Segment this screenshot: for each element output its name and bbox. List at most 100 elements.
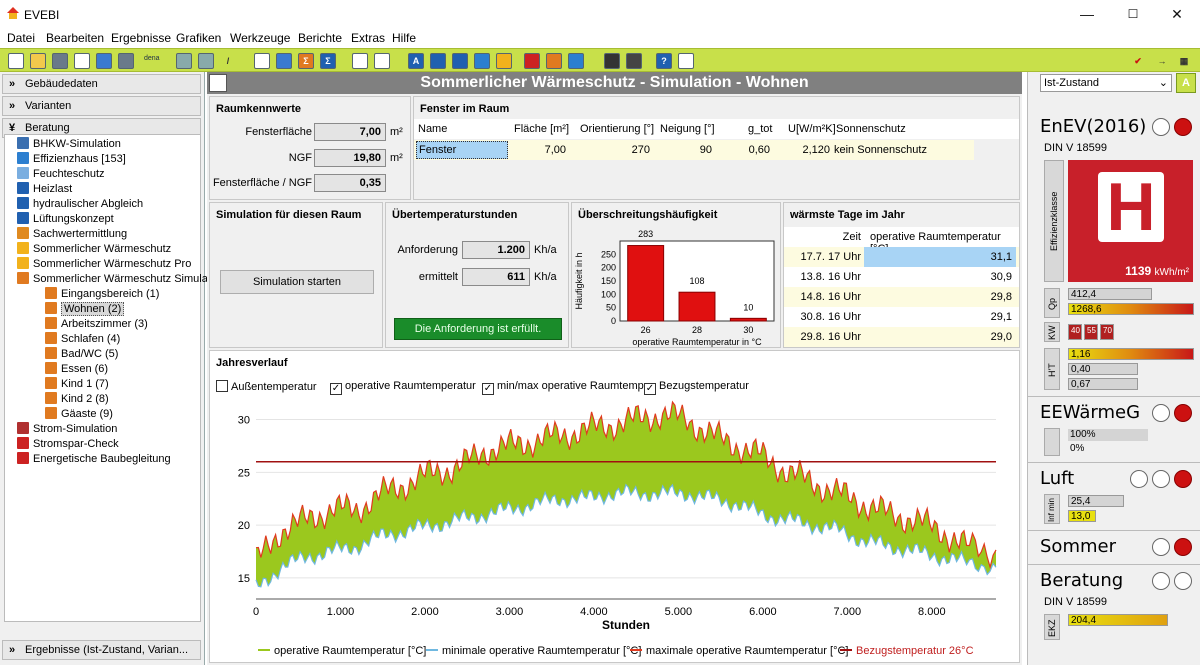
menu-datei[interactable]: Datei xyxy=(7,31,36,45)
toolbar: dena / Σ Σ A ? ✔ → ▦ xyxy=(0,48,1200,72)
exit-icon[interactable]: → xyxy=(1154,53,1170,69)
tree-item[interactable]: Wohnen (2) xyxy=(45,302,125,317)
tree-item[interactable]: Energetische Baubegleitung xyxy=(17,452,171,467)
tree-item[interactable]: Lüftungskonzept xyxy=(17,212,114,227)
menu-extras[interactable]: Extras xyxy=(351,31,386,45)
tree-item[interactable]: Eingangsbereich (1) xyxy=(45,287,159,302)
info-icon[interactable] xyxy=(678,53,694,69)
check-aussentemperatur[interactable]: Außentemperatur xyxy=(216,380,317,393)
tree-item-label: Strom-Simulation xyxy=(33,423,118,435)
report-b-icon[interactable] xyxy=(430,53,446,69)
panel-title: Fenster im Raum xyxy=(420,103,510,115)
tree-item[interactable]: Kind 2 (8) xyxy=(45,392,109,407)
zustand-dropdown[interactable]: Ist-Zustand ⌄ xyxy=(1040,74,1172,92)
tree-item[interactable]: Sommerlicher Wärmeschutz Simulat xyxy=(17,272,211,287)
tree-item[interactable]: Kind 1 (7) xyxy=(45,377,109,392)
house-icon[interactable] xyxy=(546,53,562,69)
tree-item[interactable]: Sachwertermittlung xyxy=(17,227,127,242)
tree-item[interactable]: Bad/WC (5) xyxy=(45,347,118,362)
close-button[interactable]: ✕ xyxy=(1171,5,1183,22)
list-icon[interactable] xyxy=(374,53,390,69)
open-folder-icon[interactable] xyxy=(30,53,46,69)
redo-icon[interactable] xyxy=(198,53,214,69)
kw-badge-70: 70 xyxy=(1100,324,1114,340)
menu-bearbeiten[interactable]: Bearbeiten xyxy=(46,31,105,45)
luft-value-1: 25,4 xyxy=(1068,495,1124,507)
check-bezug[interactable]: ✓ Bezugstemperatur xyxy=(644,380,749,395)
fenster-row[interactable]: Fenster 7,00 270 90 0,60 2,120 kein Sonn… xyxy=(414,140,974,160)
section-ergebnisse[interactable]: » Ergebnisse (Ist-Zustand, Varian... xyxy=(2,640,201,660)
tree-item[interactable]: Arbeitszimmer (3) xyxy=(45,317,148,332)
tree-item[interactable]: Stromspar-Check xyxy=(17,437,119,452)
table-row[interactable]: 13.8. 16 Uhr 30,9 xyxy=(784,267,1019,287)
print-icon[interactable] xyxy=(604,53,620,69)
fenster-name-cell[interactable]: Fenster xyxy=(416,141,508,159)
checkbox-checked-icon[interactable]: ✓ xyxy=(644,383,656,395)
tree-item[interactable]: Sommerlicher Wärmeschutz xyxy=(17,242,171,257)
section-gebaeudedaten[interactable]: » Gebäudedaten xyxy=(2,74,201,94)
print-preview-icon[interactable] xyxy=(626,53,642,69)
section-varianten[interactable]: » Varianten xyxy=(2,96,201,116)
simulation-start-button[interactable]: Simulation starten xyxy=(220,270,374,294)
check-icon[interactable]: ✔ xyxy=(1130,53,1146,69)
help-icon[interactable]: ? xyxy=(656,53,672,69)
copy-icon[interactable] xyxy=(74,53,90,69)
report-a-icon[interactable]: A xyxy=(408,53,424,69)
tree-item-icon xyxy=(45,317,57,329)
kw-label-box: KW xyxy=(1044,322,1060,342)
tree-item[interactable]: BHKW-Simulation xyxy=(17,137,121,152)
grid-icon[interactable]: ▦ xyxy=(1176,53,1192,69)
check-minmax[interactable]: ✓ min/max operative Raumtemp. xyxy=(482,380,647,395)
import-icon[interactable] xyxy=(96,53,112,69)
menu-berichte[interactable]: Berichte xyxy=(298,31,343,45)
dena-icon[interactable]: dena xyxy=(144,55,160,62)
menu-ergebnisse[interactable]: Ergebnisse xyxy=(111,31,172,45)
new-file-icon[interactable] xyxy=(8,53,24,69)
menu-hilfe[interactable]: Hilfe xyxy=(392,31,417,45)
menu-grafiken[interactable]: Grafiken xyxy=(176,31,222,45)
status-circle-red xyxy=(1174,118,1192,136)
tree-item[interactable]: Essen (6) xyxy=(45,362,108,377)
tree-item[interactable]: hydraulischer Abgleich xyxy=(17,197,143,212)
sum-blue-icon[interactable]: Σ xyxy=(320,53,336,69)
report-d-icon[interactable] xyxy=(474,53,490,69)
tree-item[interactable]: Strom-Simulation xyxy=(17,422,117,437)
tree-item-icon xyxy=(17,257,29,269)
check-operative[interactable]: ✓ operative Raumtemperatur xyxy=(330,380,476,395)
tree-item[interactable]: Feuchteschutz xyxy=(17,167,105,182)
sum-orange-icon[interactable]: Σ xyxy=(298,53,314,69)
tree-icon[interactable] xyxy=(352,53,368,69)
a-icon[interactable]: A xyxy=(1176,73,1196,93)
tree-item[interactable]: Gäaste (9) xyxy=(45,407,113,422)
x-tick-label: 0 xyxy=(253,606,259,618)
pencil-icon[interactable]: / xyxy=(220,53,236,69)
table-row[interactable]: 30.8. 16 Uhr 29,1 xyxy=(784,307,1019,327)
y-tick-label: 30 xyxy=(238,415,250,427)
checkbox-checked-icon[interactable]: ✓ xyxy=(330,383,342,395)
save-icon[interactable] xyxy=(52,53,68,69)
tree-item[interactable]: Effizienzhaus [153] xyxy=(17,152,126,167)
calc-icon[interactable] xyxy=(276,53,292,69)
tree-item[interactable]: Sommerlicher Wärmeschutz Pro xyxy=(17,257,191,272)
table-row[interactable]: 14.8. 16 Uhr 29,8 xyxy=(784,287,1019,307)
tree-item[interactable]: Heizlast xyxy=(17,182,72,197)
chevron-right-icon: » xyxy=(9,100,16,112)
tree-item[interactable]: Schlafen (4) xyxy=(45,332,120,347)
document-icon[interactable] xyxy=(254,53,270,69)
checkbox-icon[interactable] xyxy=(216,380,228,392)
maximize-button[interactable]: ☐ xyxy=(1127,7,1139,21)
table-row[interactable]: 17.7. 17 Uhr 31,1 xyxy=(784,247,1019,267)
table-row[interactable]: 29.8. 16 Uhr 29,0 xyxy=(784,327,1019,347)
report-e-icon[interactable] xyxy=(568,53,584,69)
checkbox-checked-icon[interactable]: ✓ xyxy=(482,383,494,395)
undo-icon[interactable] xyxy=(176,53,192,69)
effizienzklasse-badge: H 1139 kWh/m² xyxy=(1068,160,1193,282)
minimize-button[interactable]: — xyxy=(1080,6,1094,22)
report-c-icon[interactable] xyxy=(452,53,468,69)
export-icon[interactable] xyxy=(118,53,134,69)
sun-icon[interactable] xyxy=(496,53,512,69)
tree-item-icon xyxy=(45,362,57,374)
power-icon[interactable] xyxy=(524,53,540,69)
tree-item-icon xyxy=(45,347,57,359)
menu-werkzeuge[interactable]: Werkzeuge xyxy=(230,31,291,45)
